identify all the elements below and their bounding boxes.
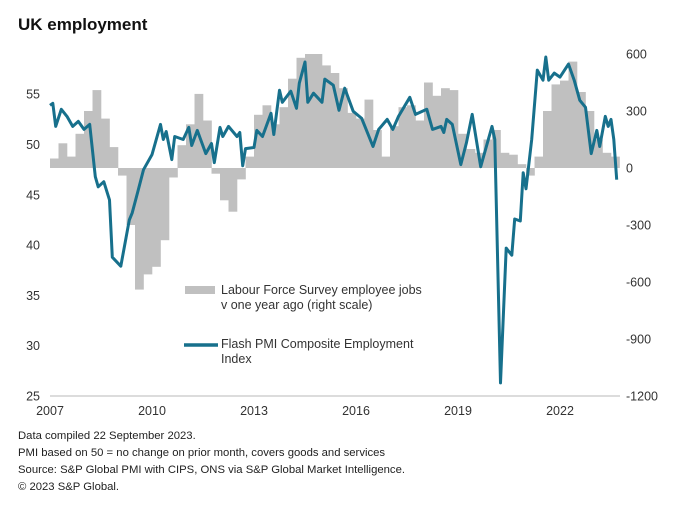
bar	[534, 156, 544, 168]
bar	[169, 168, 178, 178]
line-series	[49, 55, 619, 385]
bar	[373, 130, 382, 168]
y-right-tick-label: 0	[626, 162, 633, 176]
bar	[466, 149, 476, 168]
bar	[228, 168, 238, 212]
y-left-tick-label: 45	[26, 188, 40, 202]
y-left-tick-label: 30	[26, 339, 40, 353]
bar	[594, 139, 603, 168]
bar	[551, 84, 561, 168]
bar	[203, 120, 212, 168]
bar	[160, 168, 170, 241]
x-tick-label: 2019	[444, 404, 472, 418]
tick-labels: 25 30 35 40 45 50 55 600 300 0 -300 -600 -900 -1200 20…	[26, 48, 658, 419]
bar	[424, 82, 433, 168]
footer-source: Source: S&P Global PMI with CIPS, ONS vi…	[18, 464, 405, 476]
bar	[560, 80, 569, 168]
bar	[67, 156, 76, 168]
bar	[500, 152, 510, 168]
y-left-tick-label: 40	[26, 239, 40, 253]
bar	[50, 158, 59, 168]
bar	[296, 57, 306, 168]
bar	[602, 152, 612, 168]
legend-swatch-bars	[185, 286, 215, 294]
x-tick-label: 2007	[36, 404, 64, 418]
bar	[347, 112, 357, 168]
bar	[118, 168, 127, 176]
y-right-tick-label: 300	[626, 105, 647, 119]
bar	[458, 133, 467, 168]
y-left-tick-label: 55	[26, 88, 40, 102]
pmi-line	[49, 55, 619, 385]
bar	[305, 54, 314, 168]
legend: Labour Force Survey employee jobs v one …	[184, 283, 422, 366]
footer-notes: Data compiled 22 September 2023. PMI bas…	[18, 428, 405, 496]
bar	[279, 107, 289, 168]
x-tick-label: 2022	[546, 404, 574, 418]
bar	[543, 111, 552, 168]
bar	[526, 168, 535, 176]
bar	[415, 120, 425, 168]
bar	[517, 164, 527, 168]
bar	[143, 168, 153, 275]
bar	[398, 107, 408, 168]
bar	[356, 118, 365, 168]
bar	[58, 143, 68, 168]
bar	[237, 168, 246, 180]
footer-pmi-note: PMI based on 50 = no change on prior mon…	[18, 447, 386, 459]
bar	[432, 95, 442, 168]
bar	[177, 145, 187, 168]
bar	[509, 154, 518, 168]
footer-copyright: © 2023 S&P Global.	[18, 481, 120, 493]
bar	[288, 78, 297, 168]
legend-label-bars-1: Labour Force Survey employee jobs	[221, 283, 422, 297]
bar	[135, 168, 144, 290]
legend-label-line-2: Index	[221, 352, 252, 366]
bar	[152, 168, 161, 267]
y-left-tick-label: 25	[26, 390, 40, 404]
bar	[109, 147, 119, 168]
chart-title: UK employment	[18, 15, 148, 34]
bar	[245, 156, 255, 168]
x-tick-label: 2016	[342, 404, 370, 418]
bar	[92, 90, 102, 168]
y-right-tick-label: 600	[626, 48, 647, 62]
y-right-tick-label: -900	[626, 333, 651, 347]
legend-label-line-1: Flash PMI Composite Employment	[221, 337, 414, 351]
footer-data-compiled: Data compiled 22 September 2023.	[18, 430, 196, 442]
bar	[407, 105, 416, 168]
bar	[330, 73, 340, 168]
bar	[381, 156, 391, 168]
bar	[75, 133, 85, 168]
bar	[390, 126, 399, 168]
y-right-tick-label: -300	[626, 219, 651, 233]
x-tick-label: 2010	[138, 404, 166, 418]
y-right-tick-label: -600	[626, 276, 651, 290]
bar	[211, 168, 221, 174]
bar	[101, 118, 110, 168]
bar	[254, 114, 263, 168]
bar	[483, 139, 493, 168]
bar	[84, 111, 93, 168]
bar	[271, 124, 280, 168]
bar	[262, 105, 272, 168]
y-left-tick-label: 50	[26, 138, 40, 152]
bar	[322, 65, 331, 168]
y-right-tick-label: -1200	[626, 390, 658, 404]
bar	[577, 92, 586, 168]
x-tick-label: 2013	[240, 404, 268, 418]
bar	[313, 54, 323, 168]
legend-label-bars-2: v one year ago (right scale)	[221, 298, 372, 312]
y-left-tick-label: 35	[26, 289, 40, 303]
bar	[220, 168, 229, 201]
bar	[339, 88, 348, 168]
bar	[126, 168, 136, 225]
bar	[568, 61, 578, 168]
